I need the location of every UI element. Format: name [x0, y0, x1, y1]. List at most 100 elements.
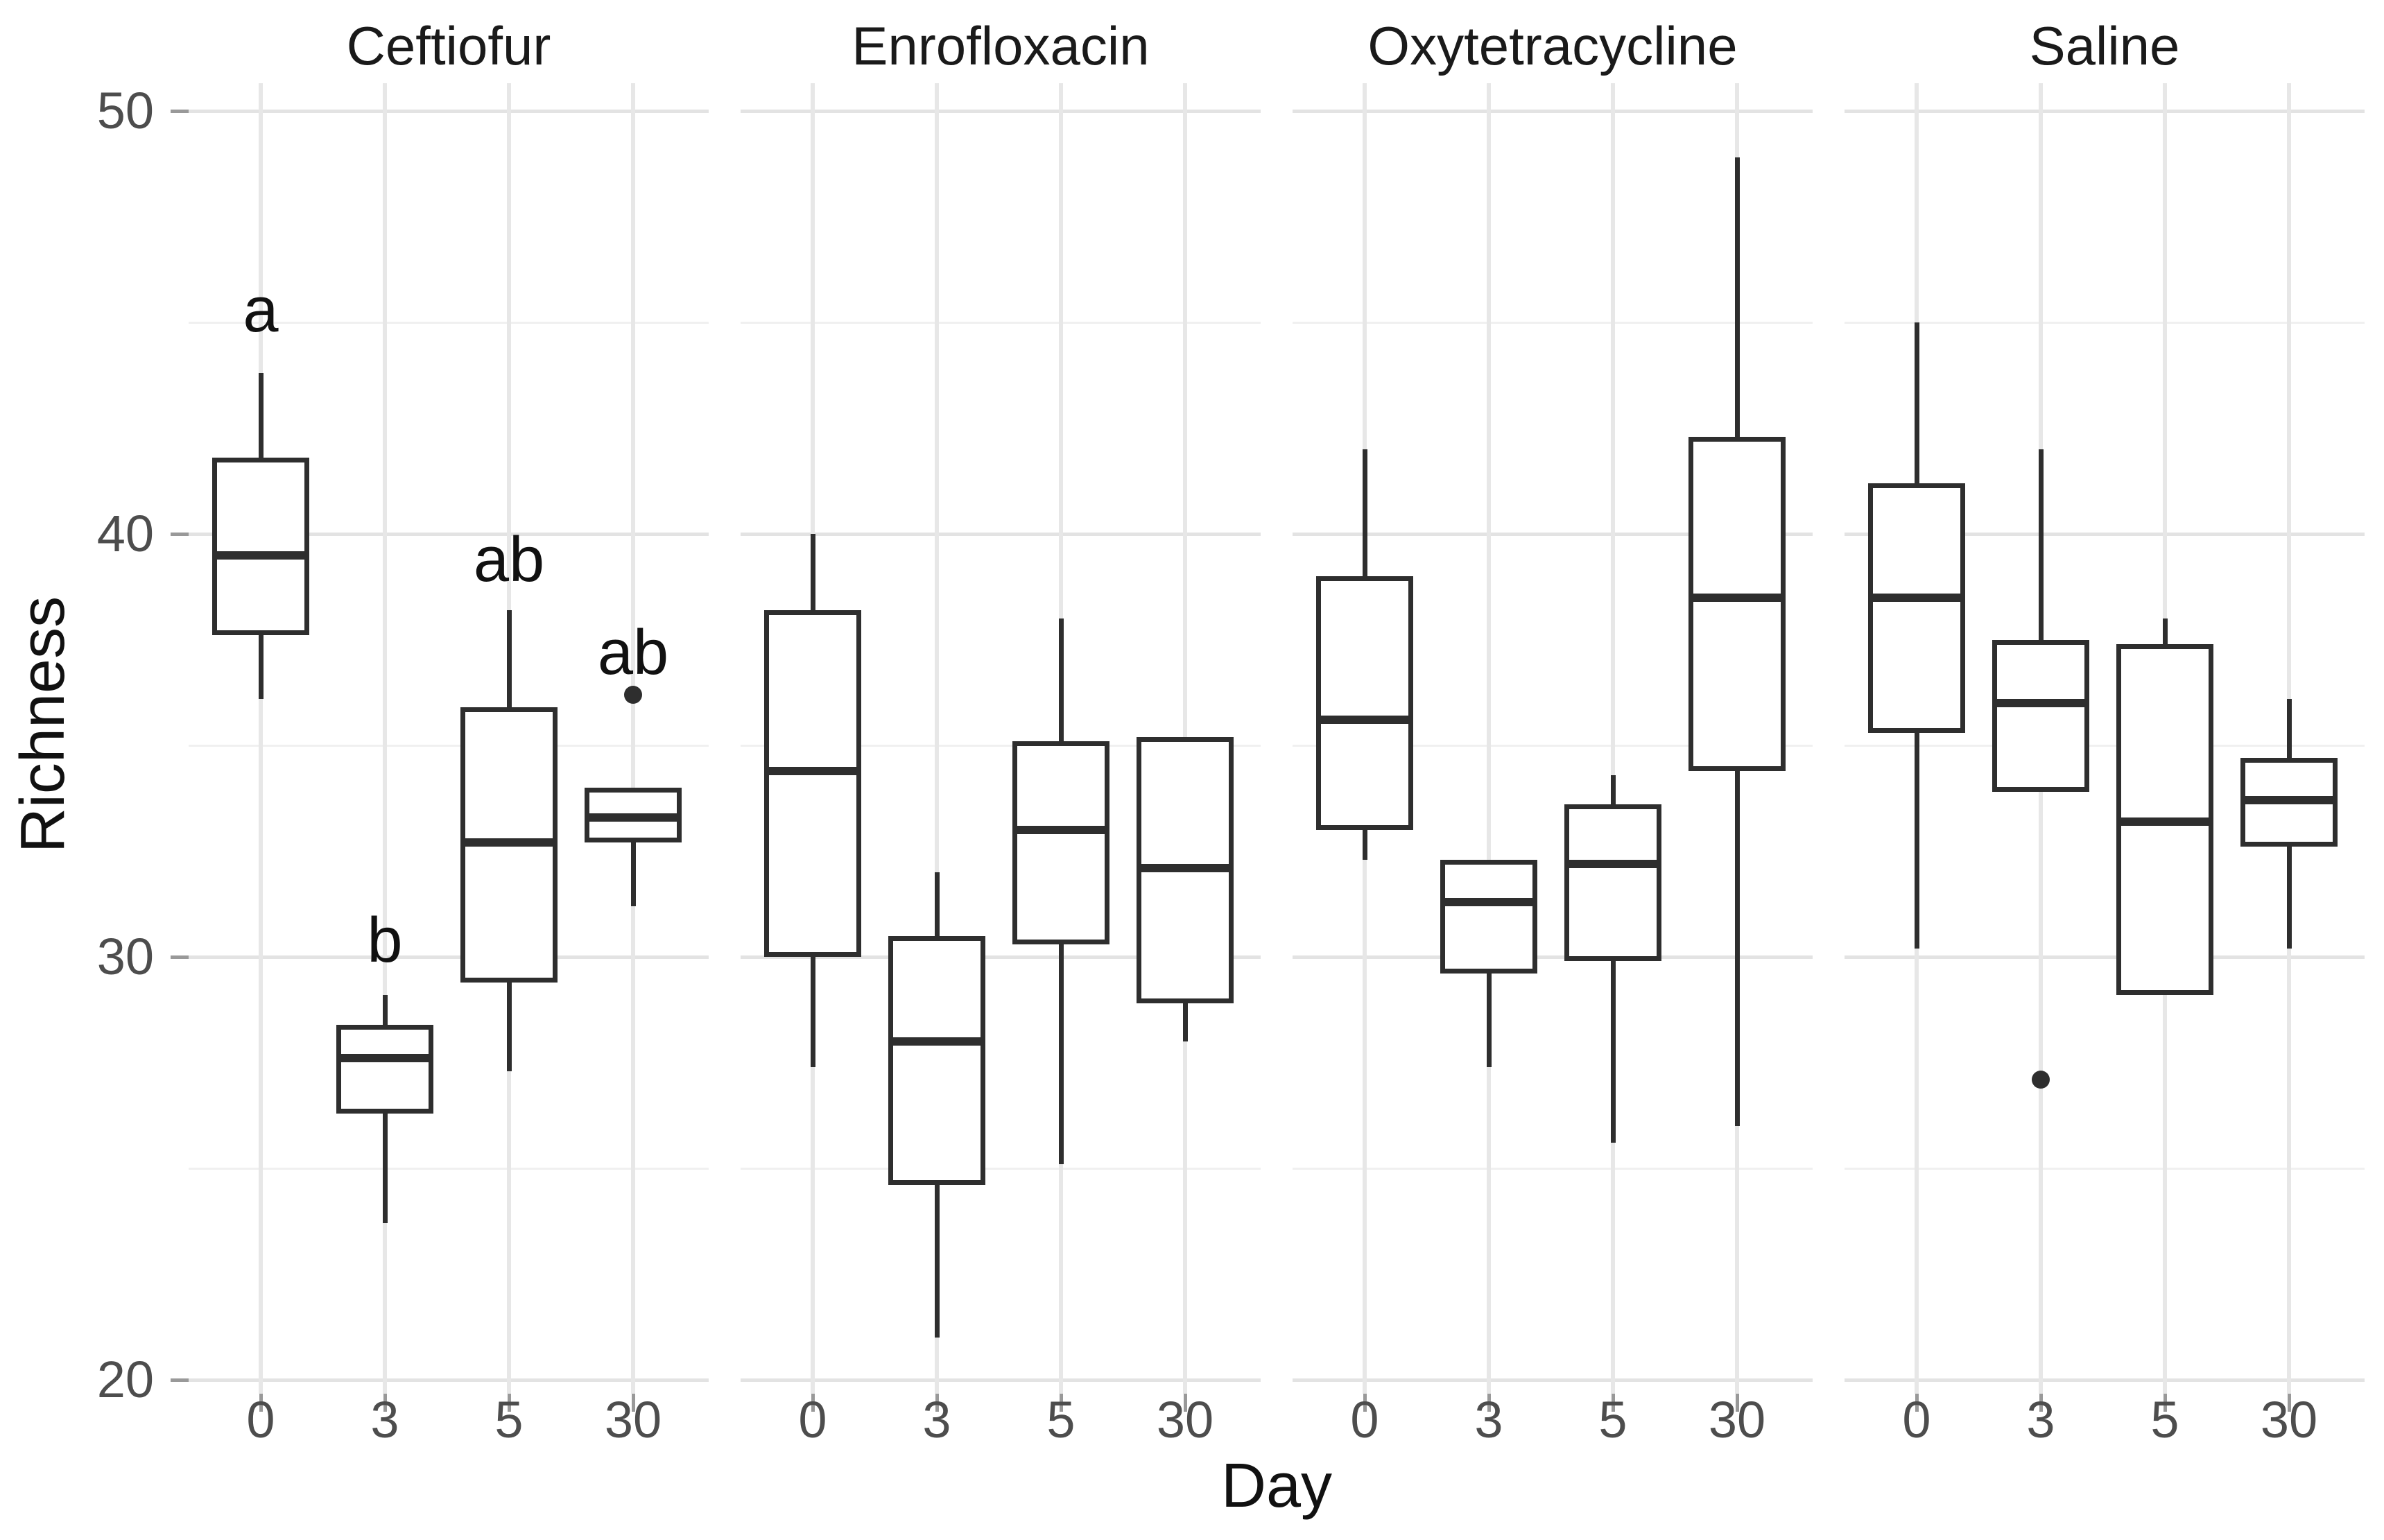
y-tick-label-50: 50: [96, 82, 154, 139]
gridline-minor-45: [189, 322, 709, 324]
boxplot-box: [1012, 741, 1109, 944]
significance-letter-a: a: [243, 274, 279, 345]
x-tick-mark-day-0: [259, 1394, 263, 1412]
x-tick-mark-day-5: [1060, 1394, 1063, 1412]
significance-letter-b: b: [367, 904, 403, 976]
boxplot-median: [585, 813, 682, 822]
gridline-major-40: [1293, 533, 1813, 536]
x-tick-mark-day-30: [2288, 1394, 2291, 1412]
gridline-major-30: [189, 955, 709, 959]
x-tick-mark-day-0: [1363, 1394, 1367, 1412]
boxplot-median: [336, 1054, 433, 1063]
x-tick-label-day-30: 30: [2260, 1391, 2318, 1448]
x-tick-label-day-30: 30: [1156, 1391, 1214, 1448]
x-tick-mark-day-30: [632, 1394, 635, 1412]
x-tick-mark-day-5: [2163, 1394, 2167, 1412]
gridline-vertical-day-3: [935, 83, 939, 1394]
gridline-vertical-day-30: [631, 83, 635, 1394]
boxplot-box: [1316, 576, 1413, 830]
gridline-minor-45: [1293, 322, 1813, 324]
x-tick-label-day-5: 5: [494, 1391, 524, 1448]
gridline-major-20: [1845, 1378, 2365, 1382]
gridline-minor-35: [189, 745, 709, 747]
boxplot-box: [888, 935, 985, 1186]
x-tick-mark-day-3: [1487, 1394, 1491, 1412]
boxplot-median: [1688, 593, 1786, 602]
gridline-major-30: [1293, 955, 1813, 959]
boxplot-outlier-point: [624, 685, 642, 704]
facet-title-oxytetracycline: Oxytetracycline: [1367, 15, 1738, 76]
gridline-major-50: [1845, 110, 2365, 113]
x-tick-mark-day-5: [1612, 1394, 1615, 1412]
boxplot-median: [764, 766, 861, 775]
y-tick-mark-50: [171, 110, 189, 113]
y-tick-label-40: 40: [96, 505, 154, 562]
x-tick-mark-day-0: [1915, 1394, 1919, 1412]
gridline-minor-35: [1845, 745, 2365, 747]
gridline-minor-25: [1293, 1168, 1813, 1170]
gridline-vertical-day-0: [259, 83, 263, 1394]
panel-oxytetracycline: [1293, 83, 1813, 1394]
boxplot-median: [1137, 863, 1234, 872]
boxplot-box: [1868, 483, 1965, 733]
boxplot-median: [2116, 817, 2213, 826]
x-tick-label-day-3: 3: [1474, 1391, 1503, 1448]
boxplot-box: [1440, 859, 1537, 974]
x-tick-label-day-3: 3: [922, 1391, 951, 1448]
y-tick-mark-20: [171, 1378, 189, 1382]
boxplot-whisker: [631, 788, 636, 906]
x-tick-label-day-5: 5: [2150, 1391, 2179, 1448]
x-tick-mark-day-30: [1736, 1394, 1739, 1412]
boxplot-median: [1012, 826, 1109, 834]
significance-letter-ab: ab: [597, 616, 669, 688]
x-tick-label-day-30: 30: [604, 1391, 662, 1448]
gridline-vertical-day-3: [383, 83, 387, 1394]
x-tick-label-day-0: 0: [798, 1391, 827, 1448]
x-tick-label-day-3: 3: [370, 1391, 399, 1448]
significance-letter-ab: ab: [473, 524, 545, 595]
gridline-minor-25: [741, 1168, 1261, 1170]
boxplot-box: [1992, 639, 2089, 793]
gridline-major-50: [1293, 110, 1813, 113]
gridline-major-40: [189, 533, 709, 536]
x-tick-label-day-5: 5: [1046, 1391, 1076, 1448]
y-tick-mark-40: [171, 533, 189, 536]
x-tick-label-day-3: 3: [2026, 1391, 2055, 1448]
gridline-minor-25: [1845, 1168, 2365, 1170]
gridline-major-50: [741, 110, 1261, 113]
gridline-vertical-day-5: [1611, 83, 1615, 1394]
boxplot-box: [1564, 804, 1661, 962]
x-axis-title: Day: [1220, 1451, 1333, 1521]
gridline-minor-45: [1845, 322, 2365, 324]
x-tick-mark-day-3: [935, 1394, 939, 1412]
gridline-minor-45: [741, 322, 1261, 324]
boxplot-box: [764, 609, 861, 957]
y-tick-label-20: 20: [96, 1351, 154, 1408]
boxplot-median: [1868, 593, 1965, 602]
boxplot-median: [2240, 796, 2338, 805]
x-tick-label-day-5: 5: [1598, 1391, 1627, 1448]
gridline-major-30: [1845, 955, 2365, 959]
facet-title-saline: Saline: [2029, 15, 2180, 76]
x-tick-mark-day-3: [2039, 1394, 2043, 1412]
boxplot-box: [1688, 436, 1786, 771]
gridline-minor-35: [741, 745, 1261, 747]
boxplot-median: [460, 838, 558, 847]
x-tick-mark-day-5: [508, 1394, 511, 1412]
gridline-major-20: [1293, 1378, 1813, 1382]
boxplot-median: [1440, 897, 1537, 906]
x-tick-label-day-0: 0: [1902, 1391, 1931, 1448]
panel-ceftiofur: a b ab ab: [189, 83, 709, 1394]
gridline-minor-25: [189, 1168, 709, 1170]
gridline-major-20: [741, 1378, 1261, 1382]
panel-enrofloxacin: [741, 83, 1261, 1394]
x-tick-label-day-0: 0: [246, 1391, 275, 1448]
x-tick-label-day-30: 30: [1708, 1391, 1766, 1448]
y-tick-label-30: 30: [96, 928, 154, 985]
facet-title-enrofloxacin: Enrofloxacin: [852, 15, 1150, 76]
gridline-major-40: [741, 533, 1261, 536]
panel-saline: [1845, 83, 2365, 1394]
boxplot-median: [212, 551, 309, 560]
boxplot-box: [212, 458, 309, 636]
